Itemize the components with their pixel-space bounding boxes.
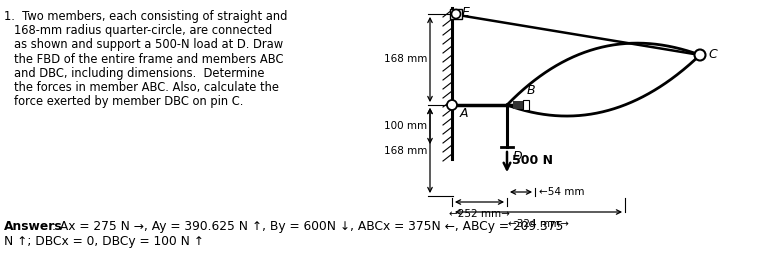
Text: 168-mm radius quarter-circle, are connected: 168-mm radius quarter-circle, are connec… [14,24,272,37]
Text: D: D [513,150,523,163]
Text: 168 mm: 168 mm [383,55,427,64]
Text: as shown and support a 500-N load at D. Draw: as shown and support a 500-N load at D. … [14,38,283,52]
Text: 100 mm: 100 mm [384,121,427,131]
Circle shape [452,10,461,19]
Text: C: C [708,48,716,61]
Text: 500 N: 500 N [512,155,553,167]
Text: 1.  Two members, each consisting of straight and: 1. Two members, each consisting of strai… [4,10,288,23]
Bar [450,9,462,19]
Text: E: E [462,7,470,19]
Bar [523,100,529,110]
Text: force exerted by member DBC on pin C.: force exerted by member DBC on pin C. [14,95,244,108]
Text: and DBC, including dimensions.  Determine: and DBC, including dimensions. Determine [14,67,264,80]
Text: 168 mm: 168 mm [383,145,427,156]
Text: B: B [527,84,536,97]
Text: the FBD of the entire frame and members ABC: the FBD of the entire frame and members … [14,53,284,65]
Text: : Ax = 275 N →, Ay = 390.625 N ↑, By = 600N ↓, ABCx = 375N ←, ABCy = 209.375: : Ax = 275 N →, Ay = 390.625 N ↑, By = 6… [52,220,563,233]
Text: ←54 mm: ←54 mm [539,187,584,197]
Text: N ↑; DBCx = 0, DBCy = 100 N ↑: N ↑; DBCx = 0, DBCy = 100 N ↑ [4,235,204,248]
Text: A: A [460,107,468,120]
Circle shape [447,100,457,110]
Text: the forces in member ABC. Also, calculate the: the forces in member ABC. Also, calculat… [14,81,279,94]
Text: ←252 mm→: ←252 mm→ [449,209,510,219]
Circle shape [694,50,706,61]
Bar [513,101,527,109]
Text: Answers: Answers [4,220,63,233]
Text: ←324 mm→: ←324 mm→ [508,219,569,229]
